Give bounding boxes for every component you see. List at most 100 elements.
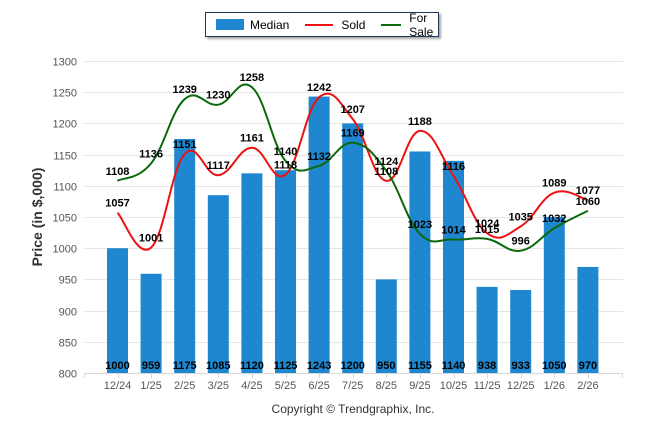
sold-data-label: 1035 xyxy=(508,211,532,223)
sold-data-label: 1024 xyxy=(475,218,500,230)
for-sale-data-label: 1023 xyxy=(408,219,432,231)
x-axis-ticks: 12/24 1/25 2/25 3/25 4/25 5/25 6/25 7/25 8/25 9/2… xyxy=(84,373,623,392)
median-data-label: 1175 xyxy=(173,360,197,372)
median-data-label: 950 xyxy=(377,360,395,372)
median-bar xyxy=(510,290,532,373)
legend-item-sold[interactable]: Sold xyxy=(305,18,365,32)
legend-label-for-sale: For Sale xyxy=(409,10,434,39)
for-sale-data-label: 1032 xyxy=(542,213,566,225)
median-data-label: 1125 xyxy=(274,360,298,372)
y-tick-label: 1100 xyxy=(53,182,77,194)
sold-data-label: 1077 xyxy=(576,185,600,197)
median-data-label: 1050 xyxy=(542,360,566,372)
median-bar xyxy=(543,217,565,373)
sold-data-label: 1117 xyxy=(207,160,230,172)
for-sale-data-label: 996 xyxy=(512,236,530,248)
median-bar xyxy=(308,96,330,374)
sold-data-label: 1108 xyxy=(374,166,398,178)
median-bar xyxy=(476,286,498,373)
x-tick-label: 3/25 xyxy=(208,380,229,392)
sold-swatch-icon xyxy=(305,23,334,26)
median-data-label: 1120 xyxy=(240,360,264,372)
x-tick-label: 10/25 xyxy=(440,380,468,392)
x-tick-label: 1/25 xyxy=(140,380,161,392)
for-sale-data-label: 1136 xyxy=(139,148,163,160)
median-data-label: 1155 xyxy=(408,360,432,372)
for-sale-data-label: 1014 xyxy=(441,224,466,236)
for-sale-data-label: 1140 xyxy=(274,146,298,158)
y-tick-label: 1050 xyxy=(53,213,77,225)
median-bar xyxy=(241,173,263,373)
median-data-label: 959 xyxy=(142,360,160,372)
x-tick-label: 8/25 xyxy=(376,380,397,392)
for-sale-data-label: 1258 xyxy=(240,72,264,84)
x-tick-label: 2/26 xyxy=(577,380,598,392)
median-data-label: 1000 xyxy=(105,360,129,372)
median-bar xyxy=(409,151,431,373)
trend-lines xyxy=(116,83,589,252)
median-bar xyxy=(577,266,599,373)
median-data-label: 1200 xyxy=(340,360,364,372)
sold-data-label: 1116 xyxy=(442,161,465,173)
for-sale-data-label: 1230 xyxy=(206,90,230,102)
median-bar xyxy=(342,123,364,374)
x-tick-label: 7/25 xyxy=(342,380,363,392)
x-tick-label: 9/25 xyxy=(409,380,430,392)
y-tick-label: 900 xyxy=(59,307,77,319)
median-bar xyxy=(375,279,397,373)
y-axis-label: Price (in $,000) xyxy=(29,168,45,267)
y-tick-label: 800 xyxy=(59,369,77,381)
for-sale-data-label: 1108 xyxy=(106,166,130,178)
sold-data-label: 1161 xyxy=(240,133,264,145)
for-sale-data-label: 1124 xyxy=(374,156,399,168)
sold-data-label: 1242 xyxy=(307,82,331,94)
legend-label-median: Median xyxy=(250,17,290,32)
sold-data-label: 1057 xyxy=(105,198,129,210)
median-data-label: 1140 xyxy=(442,360,466,372)
median-bar xyxy=(275,170,296,373)
x-tick-label: 12/25 xyxy=(507,380,535,392)
sold-data-label: 1151 xyxy=(173,139,197,151)
sold-line xyxy=(116,92,589,251)
sold-data-label: 1001 xyxy=(139,233,163,245)
for-sale-line xyxy=(117,83,589,252)
x-tick-label: 11/25 xyxy=(474,380,501,392)
median-data-label: 1085 xyxy=(206,360,230,372)
median-data-label: 933 xyxy=(512,360,530,372)
y-tick-label: 1000 xyxy=(53,244,77,256)
sold-data-label: 1207 xyxy=(340,104,364,116)
median-bars xyxy=(107,96,599,374)
x-tick-label: 1/26 xyxy=(544,380,565,392)
median-data-label: 938 xyxy=(478,360,496,372)
for-sale-data-label: 1060 xyxy=(576,196,600,208)
median-bar xyxy=(207,195,229,373)
for-sale-data-label: 1015 xyxy=(475,224,499,236)
median-data-label: 1243 xyxy=(307,360,331,372)
x-tick-label: 5/25 xyxy=(275,380,296,392)
legend-item-for-sale[interactable]: For Sale xyxy=(381,11,441,39)
for-sale-data-label: 1132 xyxy=(307,151,331,163)
y-tick-label: 1300 xyxy=(53,57,77,69)
copyright-text: Copyright © Trendgraphix, Inc. xyxy=(271,402,435,416)
x-tick-label: 2/25 xyxy=(174,380,195,392)
y-tick-label: 1150 xyxy=(53,151,77,163)
sold-data-label: 1188 xyxy=(408,116,432,128)
legend-label-sold: Sold xyxy=(341,17,366,32)
x-tick-label: 4/25 xyxy=(241,380,262,392)
y-tick-label: 950 xyxy=(59,275,77,287)
y-axis-ticks: 800 850 900 950 1000 1050 1100 1150 1200 1250 1300 xyxy=(53,57,77,381)
y-tick-label: 850 xyxy=(59,338,77,350)
for-sale-data-label: 1169 xyxy=(341,128,365,140)
x-tick-label: 6/25 xyxy=(308,380,329,392)
x-tick-label: 12/24 xyxy=(104,380,132,392)
y-tick-label: 1200 xyxy=(53,119,77,131)
y-tick-label: 1250 xyxy=(53,88,77,100)
sold-data-label: 1118 xyxy=(274,160,297,172)
for-sale-swatch-icon xyxy=(381,23,402,26)
legend: Median Sold For Sale xyxy=(205,11,441,39)
legend-item-median[interactable]: Median xyxy=(216,18,289,32)
median-data-label: 970 xyxy=(579,360,597,372)
median-bar xyxy=(443,160,464,373)
sold-data-label: 1089 xyxy=(542,178,566,190)
